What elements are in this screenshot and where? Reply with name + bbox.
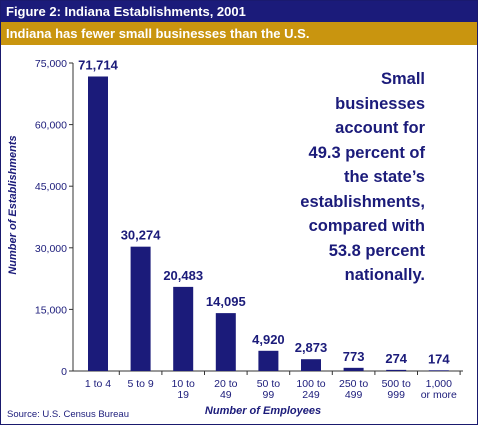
data-label: 4,920 <box>252 332 285 347</box>
data-label: 174 <box>428 351 450 366</box>
callout-line: 49.3 percent of <box>308 143 425 162</box>
y-axis-label: Number of Establishments <box>7 135 19 275</box>
callout-line: nationally. <box>344 266 425 284</box>
data-label: 274 <box>385 351 407 366</box>
callout-line: businesses <box>335 94 425 113</box>
callout-line: 53.8 percent <box>328 241 425 260</box>
bar <box>428 370 449 371</box>
x-axis-label: Number of Employees <box>204 405 322 417</box>
x-tick-label: 500 to <box>382 378 411 390</box>
x-tick-label: 249 <box>302 389 320 401</box>
x-tick-label: 499 <box>345 389 363 401</box>
callout-line: compared with <box>308 217 425 235</box>
source-note: Source: U.S. Census Bureau <box>7 409 129 420</box>
data-label: 30,274 <box>121 228 162 243</box>
x-tick-label: 10 to <box>172 378 196 390</box>
data-label: 773 <box>343 349 365 364</box>
data-label: 14,095 <box>206 294 246 309</box>
y-tick-label: 30,000 <box>35 243 67 255</box>
bar <box>258 350 279 371</box>
bar <box>130 246 151 371</box>
bar <box>215 313 236 371</box>
x-tick-label: 20 to <box>214 378 238 390</box>
y-tick-label: 75,000 <box>35 58 67 70</box>
y-tick-label: 0 <box>61 366 67 378</box>
y-tick-label: 15,000 <box>35 304 67 316</box>
bar <box>88 76 108 371</box>
x-tick-label: 5 to 9 <box>127 378 153 390</box>
x-tick-label: 99 <box>263 389 275 401</box>
x-tick-label: or more <box>421 389 457 401</box>
chart-title: Figure 2: Indiana Establishments, 2001 <box>1 1 477 22</box>
callout-text: Small businesses account for 49.3 percen… <box>185 67 425 288</box>
x-tick-label: 100 to <box>296 378 325 390</box>
x-tick-label: 49 <box>220 389 232 401</box>
callout-line: account for <box>335 119 425 137</box>
x-tick-label: 50 to <box>257 378 281 390</box>
chart-subtitle: Indiana has fewer small businesses than … <box>1 22 477 45</box>
bar <box>173 286 194 371</box>
bar <box>343 367 364 371</box>
callout-line: Small <box>380 70 425 88</box>
callout-line: the state’s <box>343 168 425 186</box>
x-tick-label: 19 <box>177 389 189 401</box>
callout-line: establishments, <box>300 192 425 211</box>
data-label: 20,483 <box>163 268 203 283</box>
x-tick-label: 1,000 <box>426 378 452 390</box>
x-tick-label: 1 to 4 <box>85 378 111 390</box>
x-tick-label: 999 <box>387 389 405 401</box>
bar <box>386 369 407 371</box>
data-label: 71,714 <box>78 57 119 72</box>
bar <box>301 359 321 371</box>
data-label: 2,873 <box>295 340 328 355</box>
y-tick-label: 45,000 <box>35 181 67 193</box>
y-tick-label: 60,000 <box>35 120 67 132</box>
x-tick-label: 250 to <box>339 378 368 390</box>
